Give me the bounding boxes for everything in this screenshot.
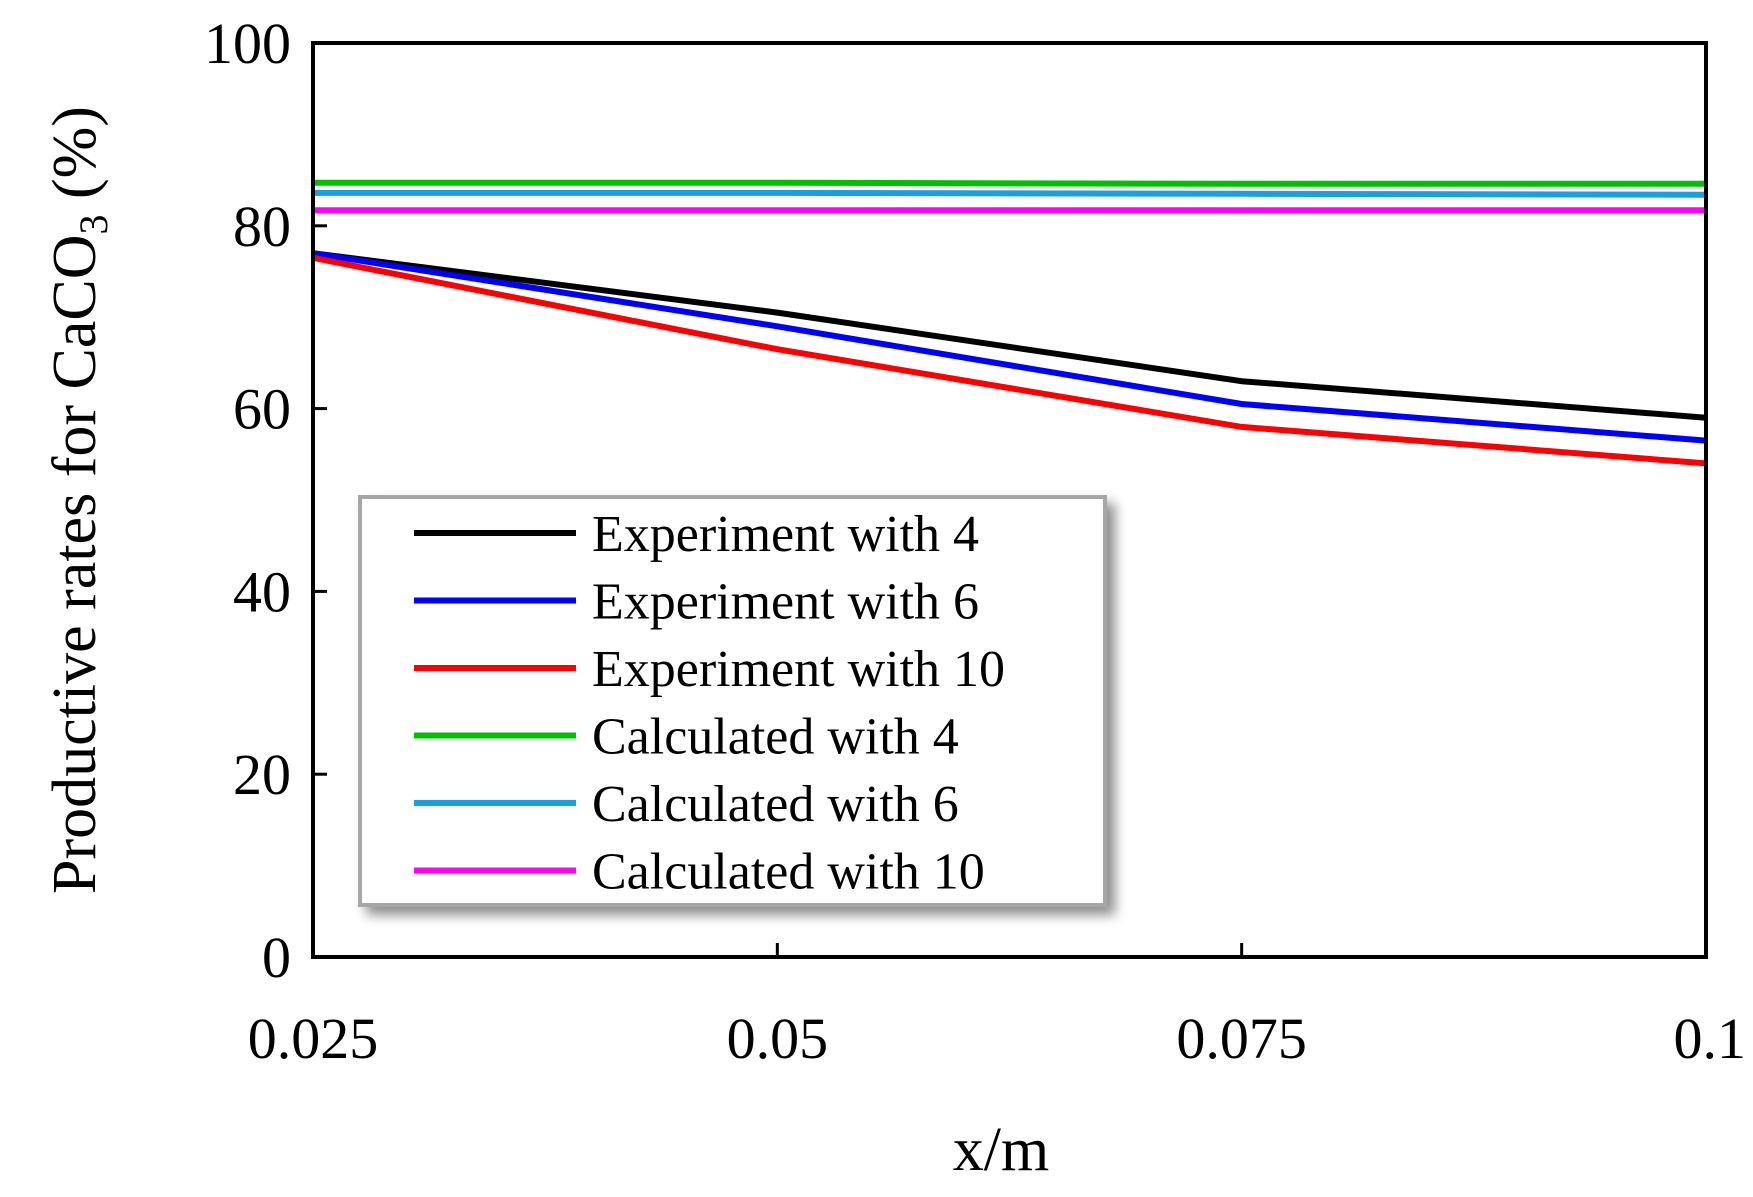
y-axis-title-suffix: (%) [41, 106, 109, 214]
series-line-5 [313, 189, 1707, 198]
legend-label: Experiment with 4 [592, 506, 979, 563]
legend-box [358, 495, 1107, 907]
series-line-2 [312, 250, 1707, 444]
legend-item: Experiment with 4 [414, 506, 979, 563]
series-layer [312, 179, 1707, 467]
y-axis-title-subscript: 3 [71, 215, 116, 235]
plot-area-frame [311, 41, 1708, 959]
legend-label: Experiment with 6 [592, 574, 979, 631]
series-line-4 [313, 179, 1706, 187]
legend-item: Experiment with 6 [414, 574, 979, 631]
legend-item: Calculated with 10 [414, 844, 985, 901]
y-tick-label: 0 [262, 925, 291, 990]
y-axis-title-main: Productive rates for CaCO [41, 235, 109, 894]
x-tick-label: 0.025 [248, 1006, 379, 1071]
x-tick-label: 0.1 [1674, 1006, 1747, 1071]
series-line-1 [312, 250, 1707, 421]
series-line-3 [312, 254, 1707, 467]
legend-items: Experiment with 4 Experiment with 6 Experi… [414, 506, 1005, 901]
legend-item: Experiment with 10 [414, 641, 1005, 698]
y-tick-label: 20 [233, 742, 291, 807]
y-tick-label: 80 [233, 194, 291, 259]
x-axis-title: x/m [953, 1116, 1049, 1184]
y-tick-label: 100 [204, 11, 291, 76]
y-tick-label: 40 [233, 559, 291, 624]
x-tick-label: 0.05 [727, 1006, 829, 1071]
legend-label: Calculated with 10 [592, 844, 985, 901]
legend-item: Calculated with 6 [414, 776, 959, 833]
y-tick-label: 60 [233, 377, 291, 442]
legend-label: Calculated with 6 [592, 776, 959, 833]
legend: Experiment with 4 Experiment with 6 Experi… [358, 495, 1107, 907]
legend-item: Calculated with 4 [414, 709, 959, 766]
x-tick-label: 0.075 [1176, 1006, 1307, 1071]
legend-label: Experiment with 10 [592, 641, 1005, 698]
legend-label: Calculated with 4 [592, 709, 959, 766]
ticks-layer: 0 20 40 60 80 100 0.025 0.05 0.075 0.1 [204, 11, 1746, 1071]
y-axis-title: Productive rates for CaCO3 (%) [41, 106, 116, 894]
